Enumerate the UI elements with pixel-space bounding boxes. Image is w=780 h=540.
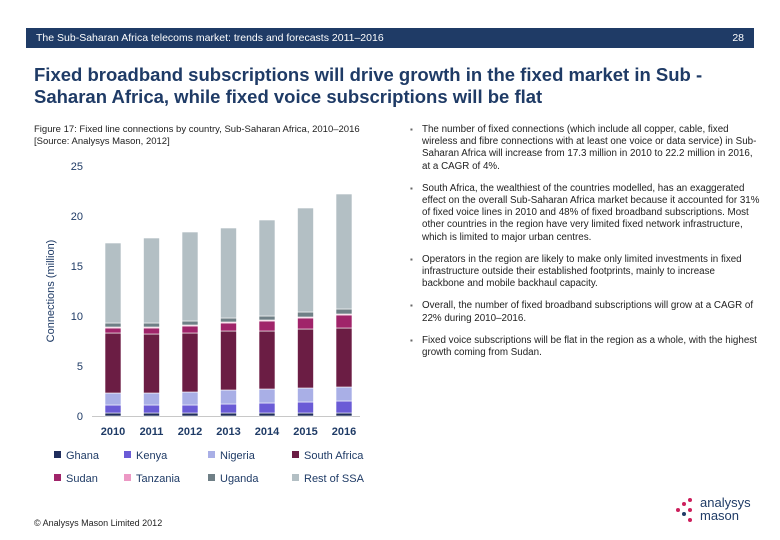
legend-label: Sudan <box>66 473 98 485</box>
bar-segment <box>104 332 122 394</box>
x-tick-label: 2011 <box>140 426 164 438</box>
bar-segment <box>297 328 314 389</box>
bar-segment <box>104 392 122 406</box>
company-logo: analysys mason <box>676 494 760 528</box>
bar-segment <box>104 404 122 414</box>
legend-label: South Africa <box>304 450 364 462</box>
y-tick-label: 15 <box>71 261 83 273</box>
page-number: 28 <box>732 32 744 44</box>
bar-segment <box>220 389 237 405</box>
bar-segment <box>297 207 314 313</box>
bar-segment <box>335 400 353 414</box>
bar-segment <box>181 412 199 417</box>
bar-segment <box>143 327 160 335</box>
legend-label: Tanzania <box>136 473 181 485</box>
bar-segment <box>220 227 237 319</box>
header-title: The Sub-Saharan Africa telecoms market: … <box>36 32 384 44</box>
x-tick-label: 2013 <box>216 426 240 438</box>
bar-segment <box>181 391 199 406</box>
legend-swatch <box>208 451 215 458</box>
bullet-list: The number of fixed connections (which i… <box>410 124 760 359</box>
y-tick-label: 5 <box>77 361 83 373</box>
y-axis-label: Connections (million) <box>45 240 57 343</box>
bar-segment <box>220 330 237 391</box>
legend-swatch <box>292 474 299 481</box>
legend-label: Rest of SSA <box>304 473 365 485</box>
bar-segment <box>143 392 160 406</box>
bar-segment <box>335 412 353 417</box>
bar-segment <box>297 387 314 403</box>
bar-segment <box>220 412 237 417</box>
bar-segment <box>297 311 314 318</box>
bar-segment <box>143 322 160 328</box>
y-tick-label: 25 <box>71 161 83 173</box>
header-bar: The Sub-Saharan Africa telecoms market: … <box>26 28 754 48</box>
bar-segment <box>181 231 199 322</box>
legend-label: Kenya <box>136 450 168 462</box>
bar-segment <box>258 412 276 417</box>
x-tick-label: 2016 <box>332 426 356 438</box>
bar-segment <box>297 412 314 417</box>
legend-swatch <box>54 451 61 458</box>
legend-swatch <box>208 474 215 481</box>
logo-text-line1: analysys <box>700 495 751 510</box>
y-tick-label: 10 <box>71 311 83 323</box>
bar-segment <box>258 219 276 317</box>
figure-caption: Figure 17: Fixed line connections by cou… <box>34 124 360 147</box>
bar-segment <box>297 317 314 330</box>
bullet-item: The number of fixed connections (which i… <box>410 124 760 173</box>
bullet-item: Operators in the region are likely to ma… <box>410 254 760 291</box>
logo-dots-icon <box>676 498 696 522</box>
bar-segment <box>220 403 237 414</box>
bar-segment <box>335 314 353 329</box>
logo-text-line2: mason <box>700 508 740 523</box>
legend-swatch <box>124 451 131 458</box>
bar-segment <box>220 317 237 323</box>
bar-segment <box>181 320 199 326</box>
bar-segment <box>143 412 160 417</box>
bar-segment <box>181 404 199 414</box>
x-tick-label: 2015 <box>293 426 317 438</box>
legend-swatch <box>54 474 61 481</box>
bar-segment <box>258 320 276 332</box>
bar-segment <box>143 404 160 414</box>
legend-label: Nigeria <box>220 450 256 462</box>
bar-segment <box>143 333 160 394</box>
legend-label: Ghana <box>66 450 100 462</box>
legend-label: Uganda <box>220 473 259 485</box>
x-tick-label: 2010 <box>101 426 125 438</box>
y-tick-label: 0 <box>77 411 83 423</box>
bar-segment <box>220 322 237 332</box>
legend-swatch <box>124 474 131 481</box>
bullet-item: Overall, the number of fixed broadband s… <box>410 300 760 324</box>
bar-segment <box>297 401 314 414</box>
x-tick-label: 2012 <box>178 426 202 438</box>
legend-swatch <box>292 451 299 458</box>
bar-segment <box>335 308 353 315</box>
bar-segment <box>335 193 353 310</box>
bar-segment <box>104 242 122 324</box>
bar-segment <box>258 402 276 414</box>
bar-segment <box>181 332 199 393</box>
bullet-item: South Africa, the wealthiest of the coun… <box>410 183 760 244</box>
bar-segment <box>181 325 199 334</box>
bar-segment <box>258 330 276 390</box>
bar-segment <box>104 322 122 328</box>
bar-segment <box>258 388 276 404</box>
bar-segment <box>335 386 353 402</box>
bar-segment <box>258 315 276 321</box>
y-tick-label: 20 <box>71 211 83 223</box>
slide-title: Fixed broadband subscriptions will drive… <box>34 64 703 107</box>
bullet-item: Fixed voice subscriptions will be flat i… <box>410 335 760 359</box>
stacked-bar-chart: 0 5 10 15 20 25 Connections (million) 2010 2011 2… <box>45 161 365 485</box>
bar-segment <box>335 327 353 388</box>
bar-segment <box>143 237 160 324</box>
x-tick-label: 2014 <box>255 426 280 438</box>
copyright-footer: © Analysys Mason Limited 2012 <box>34 518 163 528</box>
bar-segment <box>104 327 122 334</box>
bar-segment <box>104 412 122 417</box>
